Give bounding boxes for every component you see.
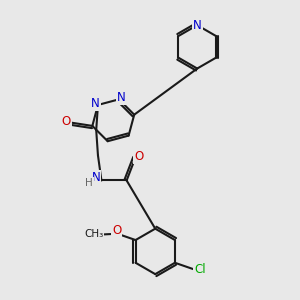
Text: CH₃: CH₃ <box>84 230 103 239</box>
Text: N: N <box>91 97 100 110</box>
Text: H: H <box>85 178 93 188</box>
Text: O: O <box>61 115 71 128</box>
Text: N: N <box>92 171 100 184</box>
Text: N: N <box>117 92 126 104</box>
Text: O: O <box>112 224 121 237</box>
Text: N: N <box>193 19 202 32</box>
Text: Cl: Cl <box>194 262 206 276</box>
Text: O: O <box>134 150 143 163</box>
